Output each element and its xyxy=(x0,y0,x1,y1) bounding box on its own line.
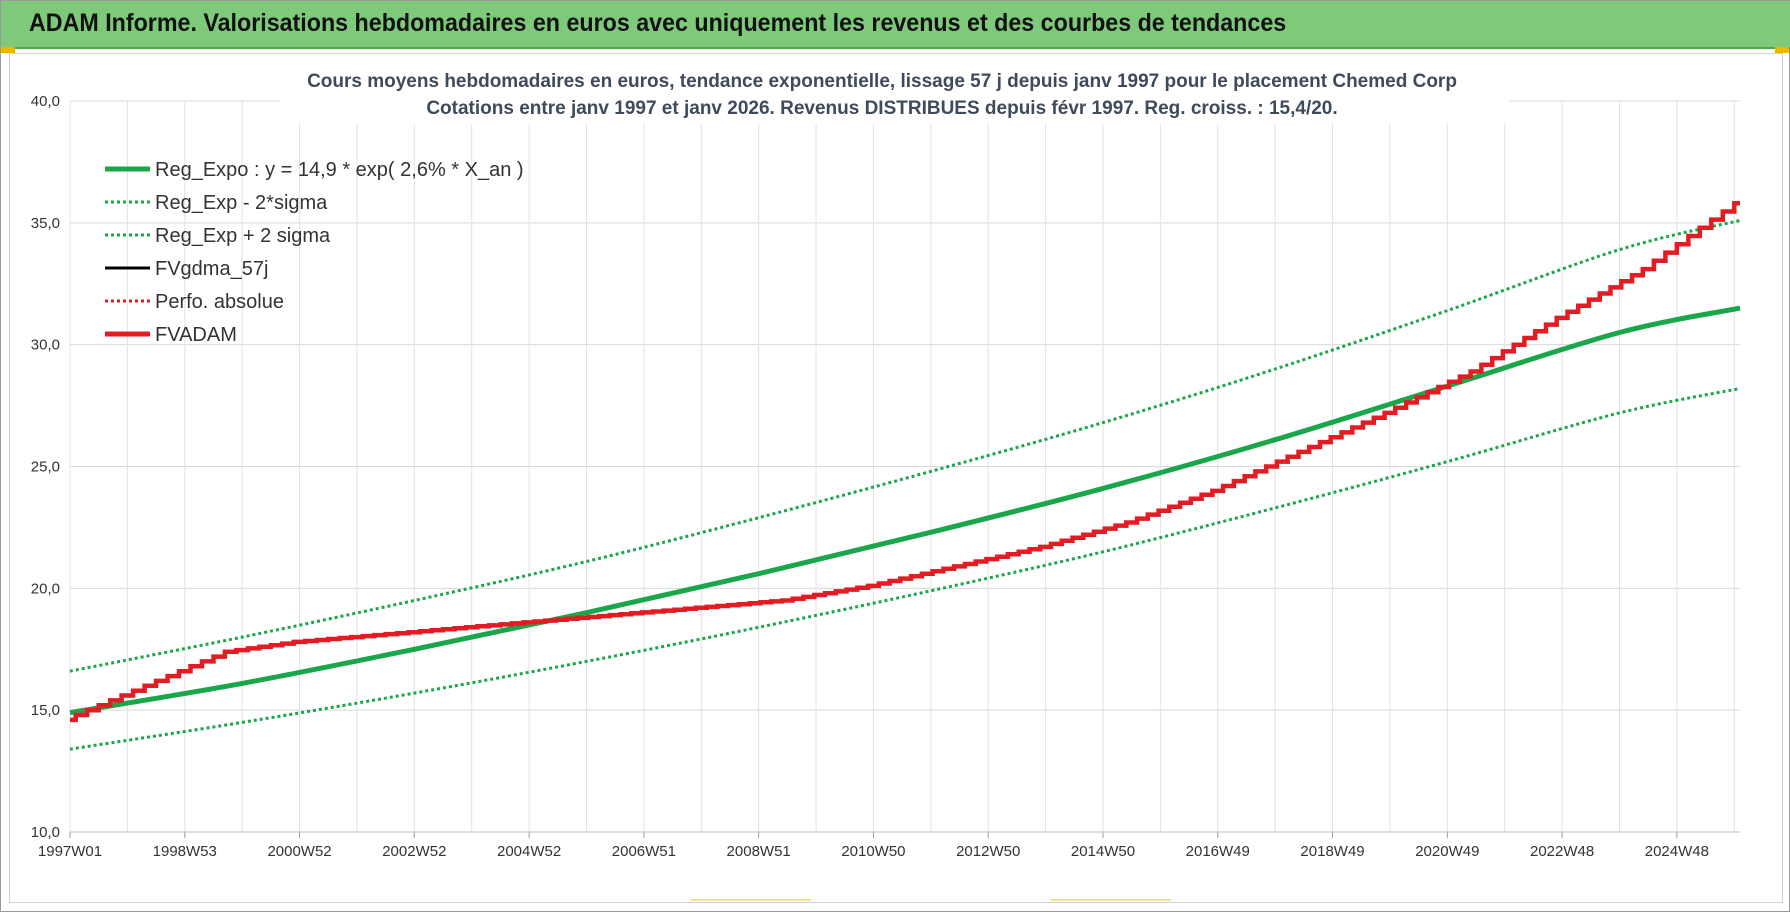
x-tick-label: 2012W50 xyxy=(956,843,1020,860)
x-tick-label: 2018W49 xyxy=(1300,843,1364,860)
chart-subtitle: Cotations entre janv 1997 et janv 2026. … xyxy=(426,98,1337,119)
legend-label: Perfo. absolue xyxy=(155,291,284,313)
y-tick-label: 30,0 xyxy=(31,337,60,354)
x-tick-label: 2014W50 xyxy=(1071,843,1135,860)
y-tick-label: 20,0 xyxy=(31,580,60,597)
x-tick-label: 2000W52 xyxy=(267,843,331,860)
corner-mark-left xyxy=(1,47,15,53)
x-tick-label: 2004W52 xyxy=(497,843,561,860)
x-tick-label: 2022W48 xyxy=(1530,843,1594,860)
legend-label: Reg_Exp - 2*sigma xyxy=(155,192,328,214)
legend-label: Reg_Exp + 2 sigma xyxy=(155,225,331,247)
header-banner: ADAM Informe. Valorisations hebdomadaire… xyxy=(1,1,1790,49)
corner-mark-right xyxy=(1775,47,1789,53)
x-tick-label: 1998W53 xyxy=(153,843,217,860)
line-chart: 10,0 15,0 20,0 25,0 30,0 35,0 40,0 1997W01 1998W… xyxy=(31,62,1741,860)
footer-mark xyxy=(691,899,811,901)
chart-title: Cours moyens hebdomadaires en euros, ten… xyxy=(307,71,1457,92)
title-backdrop xyxy=(280,62,1510,124)
series-reg-minus-2sigma xyxy=(69,387,1741,751)
y-tick-label: 35,0 xyxy=(31,215,60,232)
y-tick-label: 10,0 xyxy=(31,824,60,841)
x-tick-label: 2006W51 xyxy=(612,843,676,860)
x-tick-label: 1997W01 xyxy=(38,843,102,860)
series-reg-expo xyxy=(69,305,1741,716)
series-fvadam xyxy=(69,201,1740,723)
series-reg-plus-2sigma xyxy=(69,218,1741,673)
footer-mark xyxy=(1051,899,1171,901)
legend-label: FVADAM xyxy=(155,324,237,346)
y-tick-label: 25,0 xyxy=(31,459,60,476)
y-tick-label: 15,0 xyxy=(31,702,60,719)
legend-label: Reg_Expo : y = 14,9 * exp( 2,6% * X_an ) xyxy=(155,159,524,181)
chart-area: 10,0 15,0 20,0 25,0 30,0 35,0 40,0 1997W01 1998W… xyxy=(9,53,1783,903)
x-tick-label: 2016W49 xyxy=(1186,843,1250,860)
report-title: ADAM Informe. Valorisations hebdomadaire… xyxy=(29,9,1287,37)
y-tick-label: 40,0 xyxy=(31,93,60,110)
x-tick-label: 2002W52 xyxy=(382,843,446,860)
legend-label: FVgdma_57j xyxy=(155,258,268,280)
x-tick-label: 2024W48 xyxy=(1645,843,1709,860)
x-tick-label: 2020W49 xyxy=(1415,843,1479,860)
x-tick-label: 2010W50 xyxy=(841,843,905,860)
x-tick-label: 2008W51 xyxy=(727,843,791,860)
